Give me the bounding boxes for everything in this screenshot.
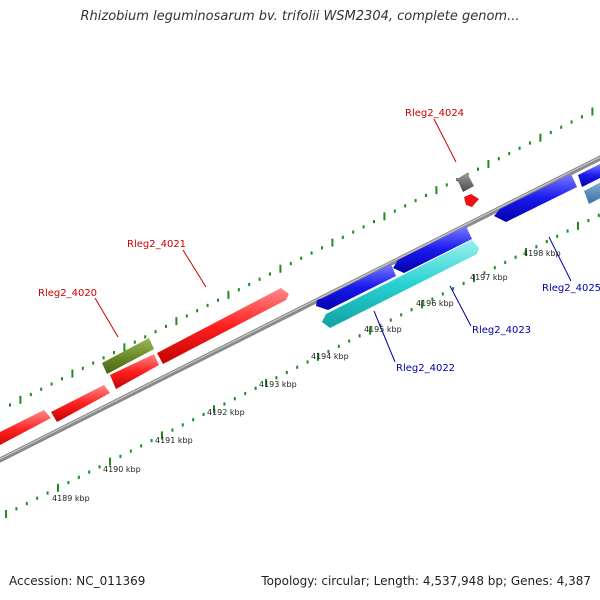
forward-genes [0, 194, 479, 450]
scale-label: 4198 kbp [523, 249, 561, 258]
gene-arrow-steel[interactable] [584, 180, 600, 204]
gene-Rleg2_4024[interactable] [457, 173, 474, 192]
scale-label: 4194 kbp [311, 352, 349, 361]
reverse-genes [316, 164, 600, 310]
scale-label: 4195 kbp [364, 325, 402, 334]
gene-label-forward[interactable]: Rleg2_4020 [38, 288, 97, 299]
gene-arrow[interactable] [51, 385, 110, 422]
accession-text: Accession: NC_011369 [9, 574, 146, 588]
scale-label: 4196 kbp [416, 299, 454, 308]
gene-label-reverse[interactable]: Rleg2_4023 [472, 325, 531, 336]
gene-label-reverse[interactable]: Rleg2_4022 [396, 363, 455, 374]
gene-label-forward[interactable]: Rleg2_4021 [127, 239, 186, 250]
gene-label-reverse[interactable]: Rleg2_4025 [542, 283, 600, 294]
scale-label: 4193 kbp [259, 380, 297, 389]
scale-label: 4190 kbp [103, 465, 141, 474]
gene-arrow[interactable] [316, 264, 396, 310]
gene-Rleg2_4022[interactable] [322, 240, 479, 328]
genome-backbone [0, 155, 600, 463]
inner-tick-track [5, 213, 600, 518]
gene-arrow[interactable] [393, 226, 472, 273]
gene-Rleg2_4025-neighbor[interactable] [494, 174, 577, 222]
gene-Rleg2_4020[interactable] [102, 338, 154, 374]
gene-arrow[interactable] [0, 410, 51, 450]
scale-label: 4191 kbp [155, 436, 193, 445]
map-title: Rhizobium leguminosarum bv. trifolii WSM… [80, 9, 520, 24]
label-leaders [94, 118, 572, 363]
scale-labels: 4189 kbp 4190 kbp 4191 kbp 4192 kbp 4193… [52, 249, 561, 503]
gene-arrow-blue-edge[interactable] [578, 164, 600, 187]
genome-backbone-highlight [0, 156, 600, 460]
gene-arrow-Rleg2_4021[interactable] [157, 288, 289, 364]
genome-summary-text: Topology: circular; Length: 4,537,948 bp… [261, 574, 591, 588]
gene-arrow-Rleg2_4020-neighbor[interactable] [110, 354, 159, 389]
gene-labels: Rleg2_4020 Rleg2_4021 Rleg2_4024 Rleg2_4… [38, 108, 600, 374]
gene-label-forward[interactable]: Rleg2_4024 [405, 108, 464, 119]
scale-label: 4189 kbp [52, 494, 90, 503]
outer-tick-track [9, 107, 594, 407]
scale-label: 4192 kbp [207, 408, 245, 417]
scale-label: 4197 kbp [470, 273, 508, 282]
gene-Rleg2_4024-arrow[interactable] [464, 194, 479, 207]
